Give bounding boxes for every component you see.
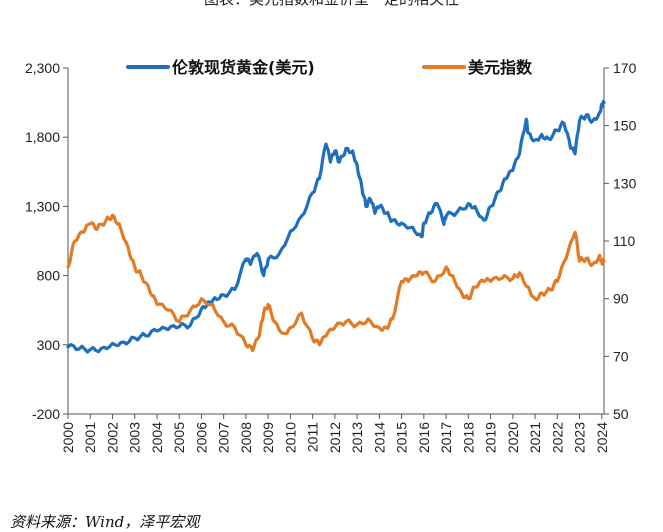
left-y-tick-label: 800	[37, 268, 61, 284]
x-tick-label: 2014	[371, 422, 387, 453]
legend-label: 伦敦现货黄金(美元)	[172, 58, 315, 77]
source-note: 资料来源：Wind，泽平宏观	[10, 513, 200, 531]
x-tick-label: 2003	[127, 422, 143, 453]
right-y-tick-label: 170	[613, 60, 637, 76]
x-tick-label: 2013	[349, 422, 365, 453]
left-y-tick-label: 300	[37, 337, 61, 353]
dual-axis-line-chart: -200 300 800 1,300 1,800 2,300 50 70 90 110 130 150…	[25, 58, 637, 453]
x-tick-label: 2005	[171, 422, 187, 453]
x-tick-label: 2007	[216, 422, 232, 453]
legend: 伦敦现货黄金(美元) 美元指数	[126, 58, 533, 77]
x-tick-label: 2024	[594, 422, 610, 453]
x-tick-label: 2015	[394, 422, 410, 453]
axes: -200 300 800 1,300 1,800 2,300 50 70 90 110 130 150…	[25, 60, 637, 453]
left-y-tick-label: 2,300	[25, 60, 60, 76]
x-tick-label: 2000	[60, 422, 76, 453]
x-tick-label: 2017	[438, 422, 454, 453]
x-tick-label: 2018	[460, 422, 476, 453]
right-y-tick-label: 90	[613, 291, 629, 307]
x-tick-label: 2011	[305, 422, 321, 452]
left-y-tick-label: -200	[32, 406, 60, 422]
right-y-tick-label: 70	[613, 348, 629, 364]
x-tick-label: 2023	[572, 422, 588, 453]
x-tick-label: 2002	[104, 422, 120, 453]
x-tick-label: 2010	[282, 422, 298, 453]
left-y-tick-label: 1,800	[25, 129, 60, 145]
right-y-tick-label: 130	[613, 175, 637, 191]
right-y-tick-label: 50	[613, 406, 629, 422]
dollar-index-series-line	[66, 213, 606, 353]
gold-price-series-line	[66, 99, 606, 354]
x-tick-label: 2019	[483, 422, 499, 453]
x-tick-label: 2020	[505, 422, 521, 453]
x-tick-label: 2009	[260, 422, 276, 453]
x-tick-label: 2021	[527, 422, 543, 453]
x-tick-label: 2004	[149, 422, 165, 453]
legend-label: 美元指数	[468, 58, 533, 77]
right-y-tick-label: 150	[613, 118, 637, 134]
x-tick-label: 2012	[327, 422, 343, 453]
x-tick-label: 2006	[193, 422, 209, 453]
x-tick-label: 2016	[416, 422, 432, 453]
x-tick-label: 2008	[238, 422, 254, 453]
right-y-tick-label: 110	[613, 233, 636, 249]
left-y-tick-label: 1,300	[25, 198, 60, 214]
figure-title: 图表：美元指数和金价呈一定的相关性	[0, 0, 663, 9]
series-lines	[66, 99, 606, 354]
x-tick-label: 2022	[549, 422, 565, 453]
x-tick-label: 2001	[82, 422, 98, 453]
